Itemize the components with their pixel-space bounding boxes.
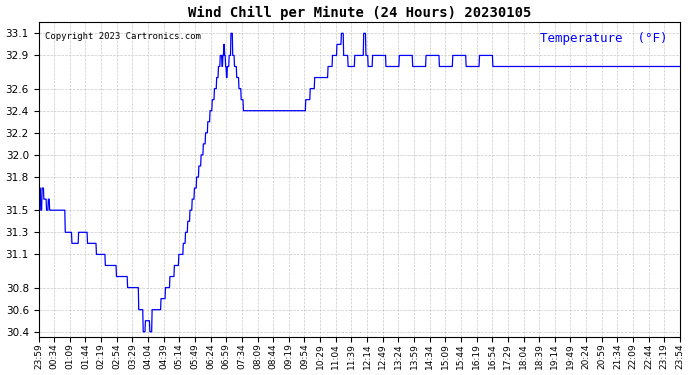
- Title: Wind Chill per Minute (24 Hours) 20230105: Wind Chill per Minute (24 Hours) 2023010…: [188, 6, 531, 20]
- Text: Temperature  (°F): Temperature (°F): [540, 32, 667, 45]
- Text: Copyright 2023 Cartronics.com: Copyright 2023 Cartronics.com: [45, 32, 201, 41]
